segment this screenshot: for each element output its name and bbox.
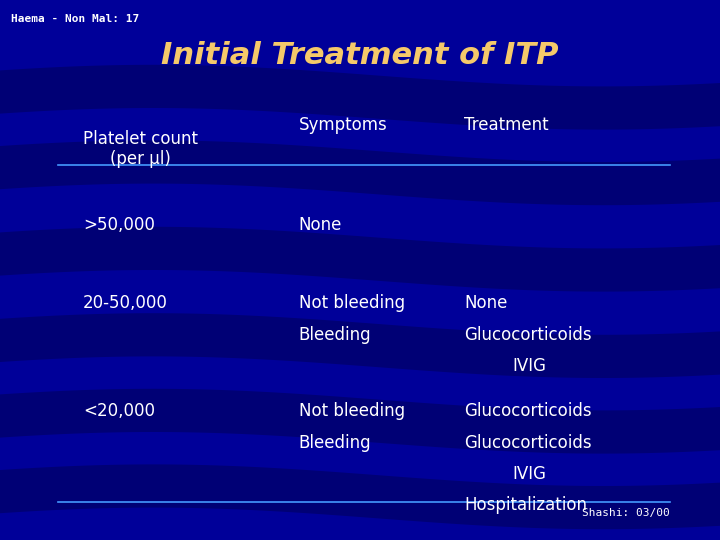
- Text: Haema - Non Mal: 17: Haema - Non Mal: 17: [11, 14, 139, 24]
- Text: Shashi: 03/00: Shashi: 03/00: [582, 508, 670, 518]
- Text: Bleeding: Bleeding: [299, 434, 372, 451]
- Text: Not bleeding: Not bleeding: [299, 402, 405, 420]
- Text: Initial Treatment of ITP: Initial Treatment of ITP: [161, 40, 559, 70]
- Text: 20-50,000: 20-50,000: [83, 294, 168, 312]
- Text: None: None: [299, 216, 342, 234]
- Text: <20,000: <20,000: [83, 402, 155, 420]
- Text: Glucocorticoids: Glucocorticoids: [464, 402, 592, 420]
- Text: IVIG: IVIG: [512, 465, 546, 483]
- Text: Not bleeding: Not bleeding: [299, 294, 405, 312]
- Text: Bleeding: Bleeding: [299, 326, 372, 343]
- Text: Symptoms: Symptoms: [299, 116, 387, 134]
- Text: None: None: [464, 294, 508, 312]
- Text: Treatment: Treatment: [464, 116, 549, 134]
- Text: Glucocorticoids: Glucocorticoids: [464, 434, 592, 451]
- Text: Hospitalization: Hospitalization: [464, 496, 588, 514]
- Text: >50,000: >50,000: [83, 216, 155, 234]
- Text: Platelet count
(per µl): Platelet count (per µl): [83, 130, 198, 168]
- Text: Glucocorticoids: Glucocorticoids: [464, 326, 592, 343]
- Text: IVIG: IVIG: [512, 357, 546, 375]
